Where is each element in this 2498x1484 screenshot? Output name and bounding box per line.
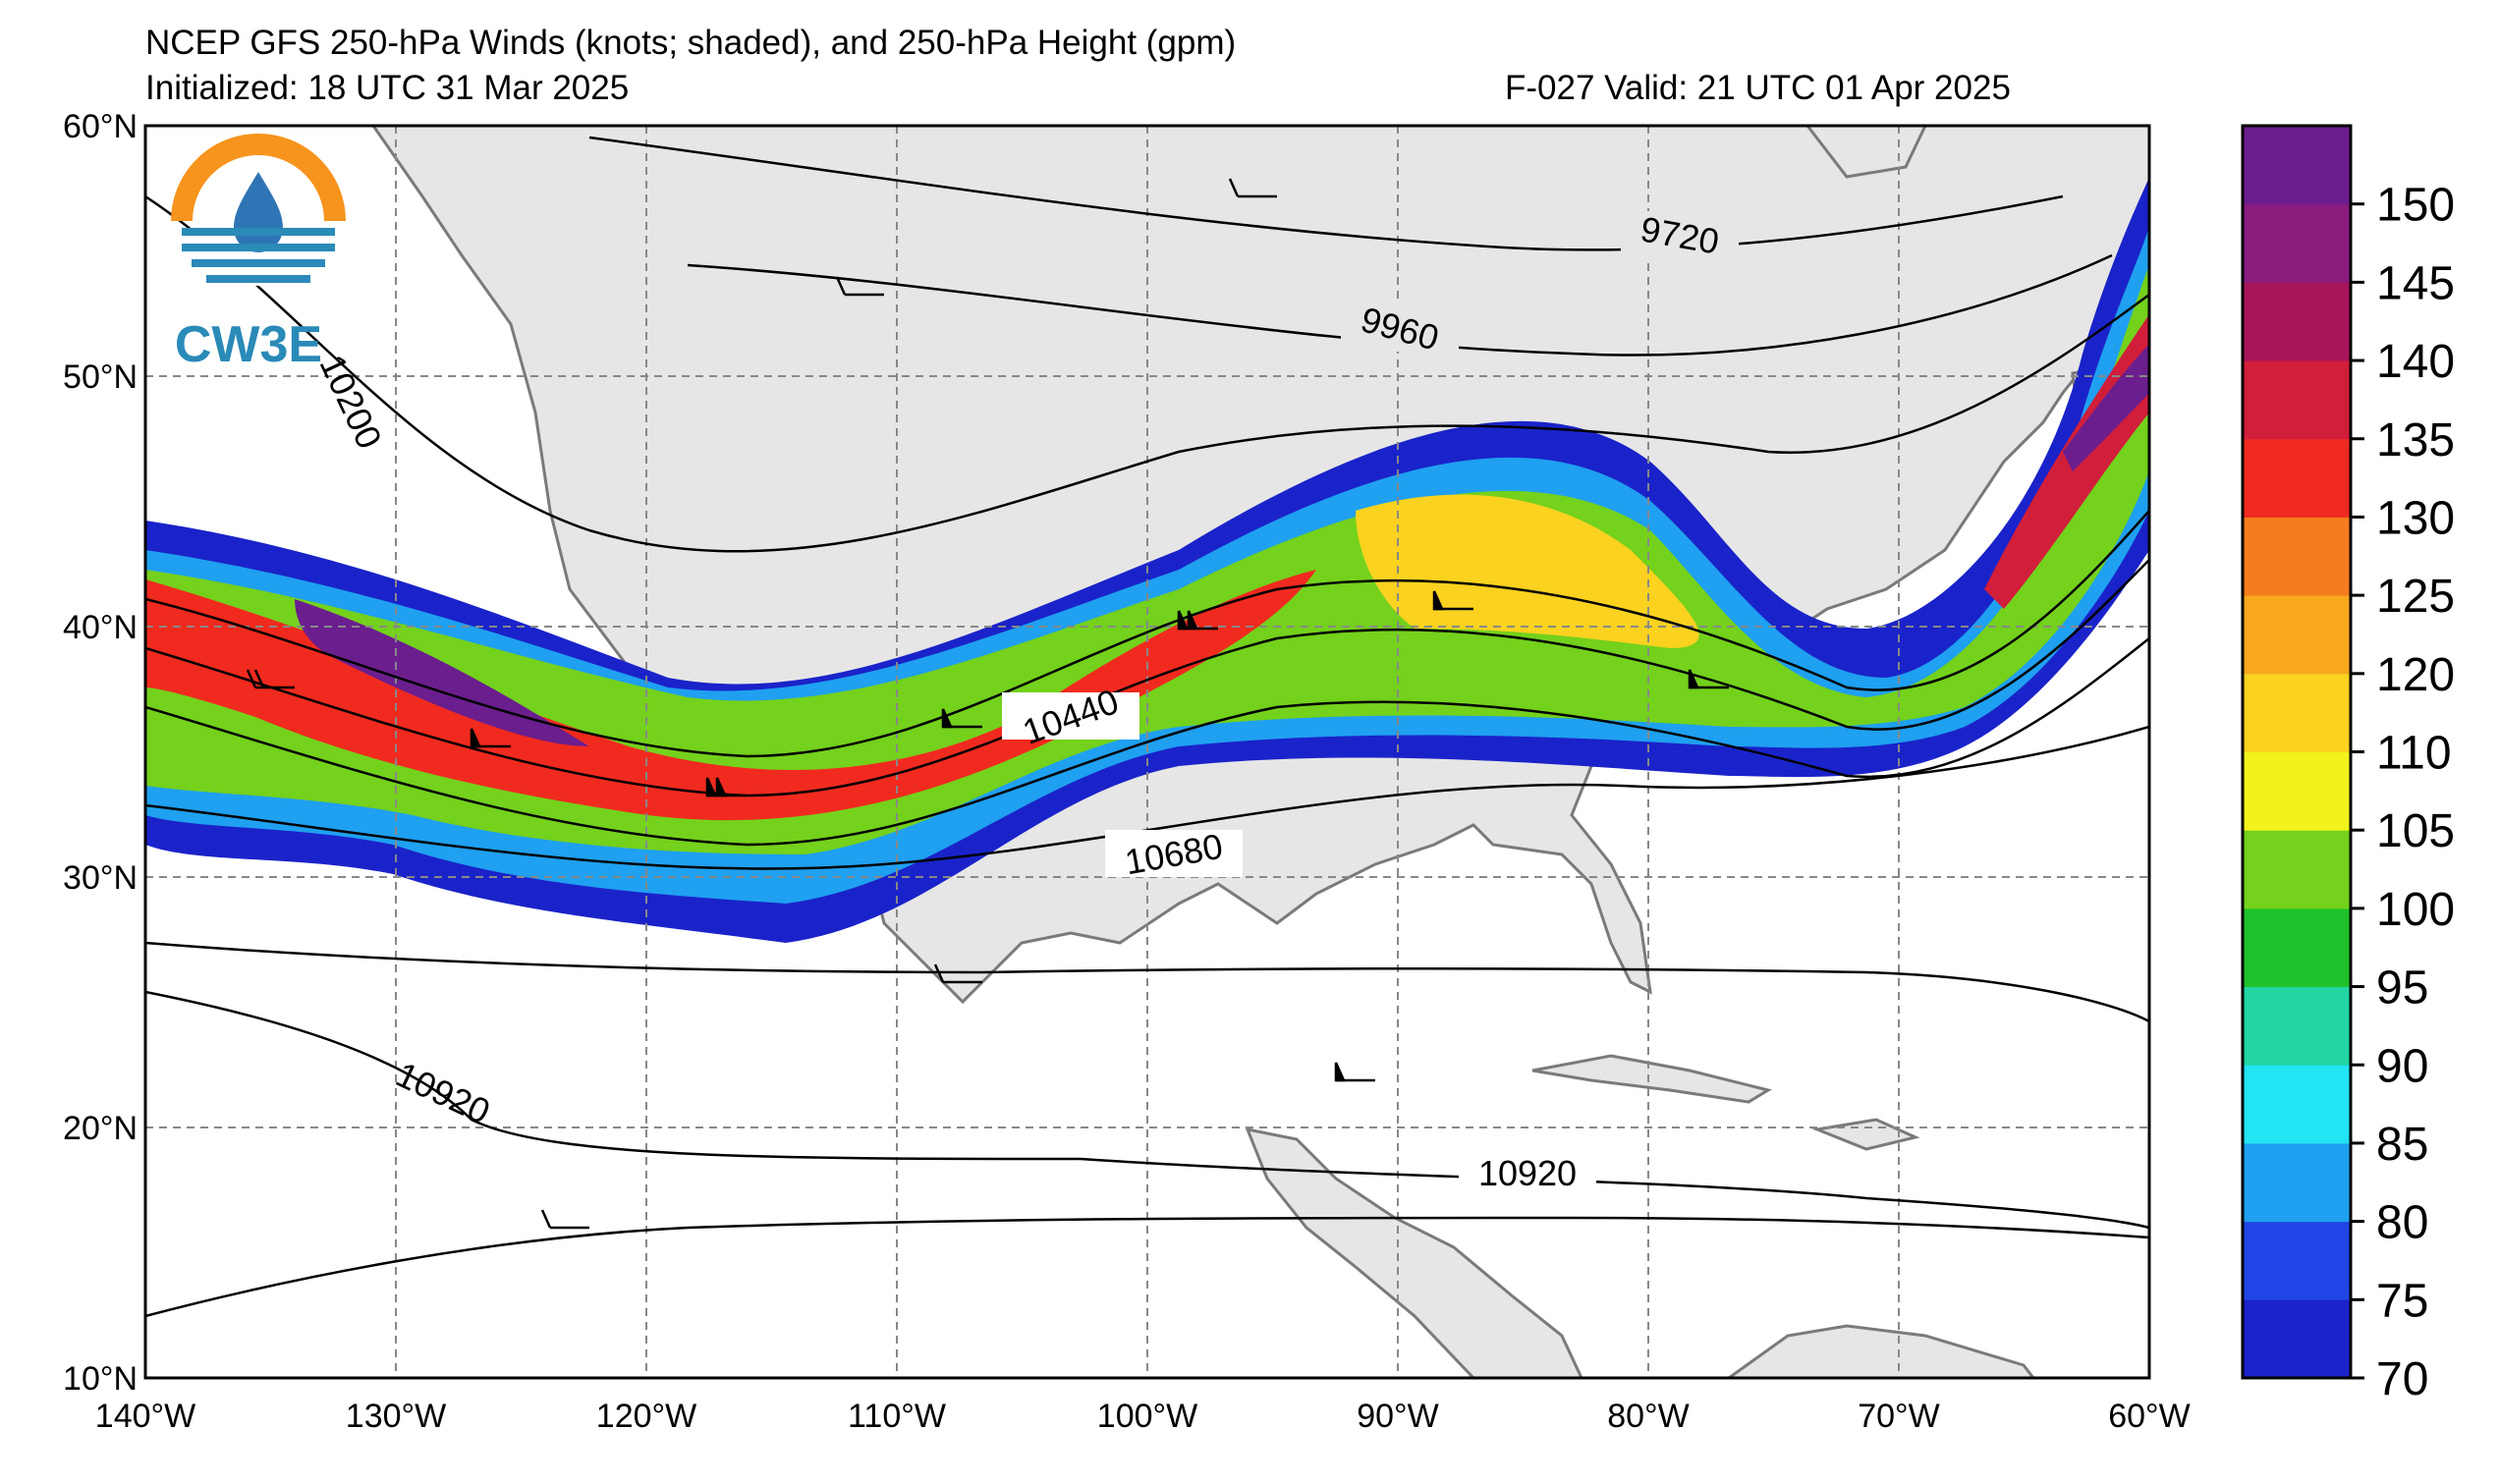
colorbar-swatch: [2243, 986, 2351, 1066]
colorbar-tick-label: 100: [2376, 884, 2455, 936]
lat-label-20n: 20°N: [63, 1110, 138, 1147]
colorbar-tick-label: 90: [2376, 1040, 2428, 1092]
jet-core-band: [145, 570, 1316, 821]
colorbar-swatch: [2243, 203, 2351, 283]
lon-label-110w: 110°W: [848, 1398, 946, 1435]
lon-label-70w: 70°W: [1858, 1398, 1940, 1435]
colorbar-tick-label: 85: [2376, 1119, 2428, 1171]
colorbar-swatch: [2243, 830, 2351, 909]
colorbar-tick-label: 140: [2376, 336, 2455, 388]
colorbar-swatch: [2243, 438, 2351, 518]
colorbar-tick-label: 130: [2376, 492, 2455, 544]
colorbar-tick-label: 70: [2376, 1353, 2428, 1405]
greenland-tip: [1805, 126, 1927, 179]
colorbar-tick-label: 80: [2376, 1197, 2428, 1249]
south-america-land: [1726, 1324, 2035, 1378]
colorbar-tick-label: 95: [2376, 962, 2428, 1015]
colorbar-swatch: [2243, 1221, 2351, 1300]
lon-label-120w: 120°W: [596, 1398, 696, 1435]
map-frame: [143, 124, 2151, 1380]
colorbar-swatches: [2243, 126, 2351, 1379]
wind-barbs: [246, 178, 1729, 1230]
colorbar-tick-label: 125: [2376, 571, 2455, 623]
latitude-labels: 60°N 50°N 40°N 30°N 20°N 10°N: [63, 108, 138, 1398]
colorbar-tick-label: 120: [2376, 649, 2455, 701]
colorbar-swatch: [2243, 595, 2351, 675]
colorbar-tick-label: 150: [2376, 180, 2455, 232]
valid-time: F-027 Valid: 21 UTC 01 Apr 2025: [1505, 69, 2011, 107]
lat-label-60n: 60°N: [63, 108, 138, 145]
lon-label-130w: 130°W: [346, 1398, 446, 1435]
colorbar-swatch: [2243, 907, 2351, 988]
initialized-time: Initialized: 18 UTC 31 Mar 2025: [145, 69, 630, 107]
cuba-island: [1531, 1054, 1772, 1104]
colorbar-ticks: 70 75 80 85 90 95 100 105 110 120 125 130 135 140 145 1…: [2351, 180, 2455, 1405]
logo-text: CW3E: [175, 316, 322, 373]
lat-label-30n: 30°N: [63, 859, 138, 897]
map-panel: [145, 126, 2149, 1378]
colorbar-swatch: [2243, 1065, 2351, 1144]
colorbar-tick-label: 75: [2376, 1275, 2428, 1327]
lon-label-140w: 140°W: [95, 1398, 195, 1435]
colorbar-swatch: [2243, 360, 2351, 440]
jet-atlantic-core: [1984, 314, 2149, 609]
lat-label-50n: 50°N: [63, 358, 138, 396]
colorbar-tick-label: 145: [2376, 257, 2455, 309]
chart-title: NCEP GFS 250-hPa Winds (knots; shaded), …: [145, 24, 1237, 62]
colorbar-swatch: [2243, 751, 2351, 831]
colorbar-tick-label: 110: [2376, 728, 2452, 780]
central-america-land: [1245, 1127, 1583, 1378]
contour-label-10920-east: 10920: [1478, 1153, 1577, 1193]
height-contours: [145, 136, 2149, 1318]
lon-label-90w: 90°W: [1357, 1398, 1439, 1435]
colorbar-swatch: [2243, 517, 2351, 596]
colorbar-swatch: [2243, 282, 2351, 361]
colorbar-swatch: [2243, 1142, 2351, 1223]
colorbar-swatch: [2243, 673, 2351, 752]
colorbar-tick-label: 135: [2376, 414, 2455, 467]
colorbar-swatch: [2243, 1299, 2351, 1379]
lon-label-100w: 100°W: [1097, 1398, 1197, 1435]
jet-core-purple: [295, 599, 589, 746]
longitude-labels: 140°W 130°W 120°W 110°W 100°W 90°W 80°W …: [95, 1398, 2191, 1435]
lon-label-80w: 80°W: [1607, 1398, 1690, 1435]
logo-sun-arc: [171, 134, 346, 222]
colorbar-swatch: [2243, 126, 2351, 205]
lat-label-10n: 10°N: [63, 1360, 138, 1398]
lat-label-40n: 40°N: [63, 609, 138, 646]
colorbar-tick-label: 105: [2376, 805, 2455, 857]
cw3e-logo: CW3E: [171, 134, 346, 373]
lon-label-60w: 60°W: [2108, 1398, 2191, 1435]
colorbar: 70 75 80 85 90 95 100 105 110 120 125 130 135 140 145 1…: [2241, 124, 2455, 1405]
